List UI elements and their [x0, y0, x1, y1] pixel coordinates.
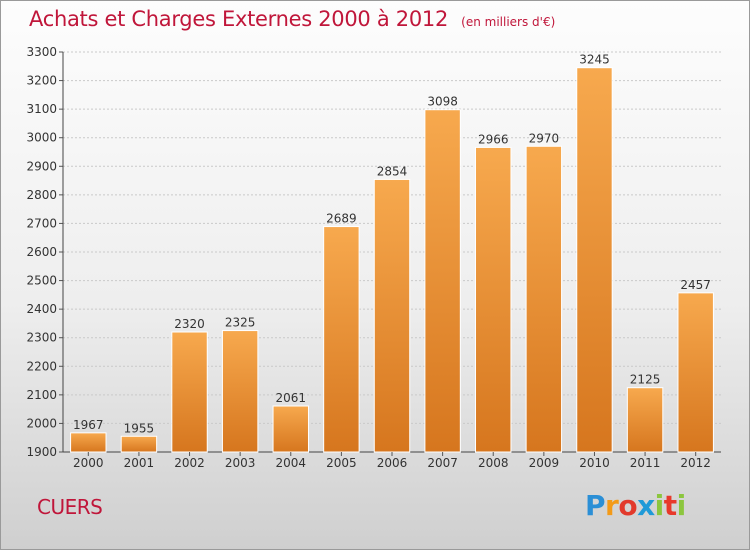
x-tick-label: 2008 — [478, 456, 509, 470]
logo-letter: i — [654, 489, 665, 522]
x-tick-label: 2001 — [124, 456, 155, 470]
x-tick-label: 2004 — [275, 456, 306, 470]
data-label: 2320 — [174, 317, 205, 331]
bar — [120, 435, 158, 453]
data-label: 3245 — [579, 53, 610, 67]
y-tick-label: 3200 — [26, 74, 57, 88]
title-block: Achats et Charges Externes 2000 à 2012 (… — [29, 7, 555, 31]
proxiti-logo: Proxiti — [585, 489, 686, 522]
chart-title: Achats et Charges Externes 2000 à 2012 — [29, 7, 449, 31]
data-label: 1955 — [124, 421, 155, 435]
logo-letter: t — [663, 489, 677, 522]
data-label: 2061 — [275, 391, 306, 405]
bar — [576, 67, 613, 453]
data-label: 2970 — [529, 131, 560, 145]
bar — [221, 330, 259, 453]
bar — [677, 292, 714, 453]
bar — [373, 178, 411, 453]
x-tick-label: 2011 — [630, 456, 661, 470]
commune-name: CUERS — [37, 495, 103, 519]
x-tick-label: 2003 — [225, 456, 256, 470]
x-tick-label: 2009 — [529, 456, 560, 470]
y-tick-label: 2000 — [26, 416, 57, 430]
bar — [475, 146, 512, 453]
logo-letter: o — [618, 489, 638, 522]
logo-letter: P — [585, 489, 606, 522]
y-tick-label: 2400 — [26, 302, 57, 316]
x-tick-label: 2002 — [174, 456, 205, 470]
y-tick-label: 2800 — [26, 188, 57, 202]
y-tick-label: 1900 — [26, 445, 57, 459]
data-label: 2457 — [680, 278, 711, 292]
x-tick-label: 2006 — [377, 456, 408, 470]
data-label: 2854 — [377, 164, 408, 178]
bar — [171, 331, 208, 453]
y-tick-label: 2300 — [26, 331, 57, 345]
y-tick-label: 3000 — [26, 131, 57, 145]
y-tick-label: 2600 — [26, 245, 57, 259]
y-tick-label: 2700 — [26, 216, 57, 230]
logo-letter: i — [676, 489, 687, 522]
y-tick-label: 2100 — [26, 388, 57, 402]
data-label: 2689 — [326, 212, 357, 226]
bar — [525, 145, 563, 453]
x-tick-label: 2000 — [73, 456, 104, 470]
y-tick-label: 2200 — [26, 359, 57, 373]
bar — [323, 226, 360, 453]
y-tick-label: 3100 — [26, 102, 57, 116]
y-tick-label: 3300 — [26, 45, 57, 59]
logo-letter: x — [637, 489, 655, 522]
y-tick-label: 2900 — [26, 159, 57, 173]
data-label: 2325 — [225, 316, 256, 330]
bar — [70, 432, 107, 453]
x-tick-label: 2010 — [579, 456, 610, 470]
bar — [272, 405, 309, 453]
bar — [626, 387, 664, 453]
x-tick-label: 2007 — [427, 456, 458, 470]
y-tick-label: 2500 — [26, 274, 57, 288]
data-label: 3098 — [427, 95, 458, 109]
x-tick-label: 2005 — [326, 456, 357, 470]
data-label: 2125 — [630, 373, 661, 387]
logo-letter: r — [605, 489, 619, 522]
chart-subtitle: (en milliers d'€) — [461, 15, 556, 29]
data-label: 1967 — [73, 418, 104, 432]
x-tick-label: 2012 — [680, 456, 711, 470]
bar — [424, 109, 461, 453]
data-label: 2966 — [478, 132, 509, 146]
